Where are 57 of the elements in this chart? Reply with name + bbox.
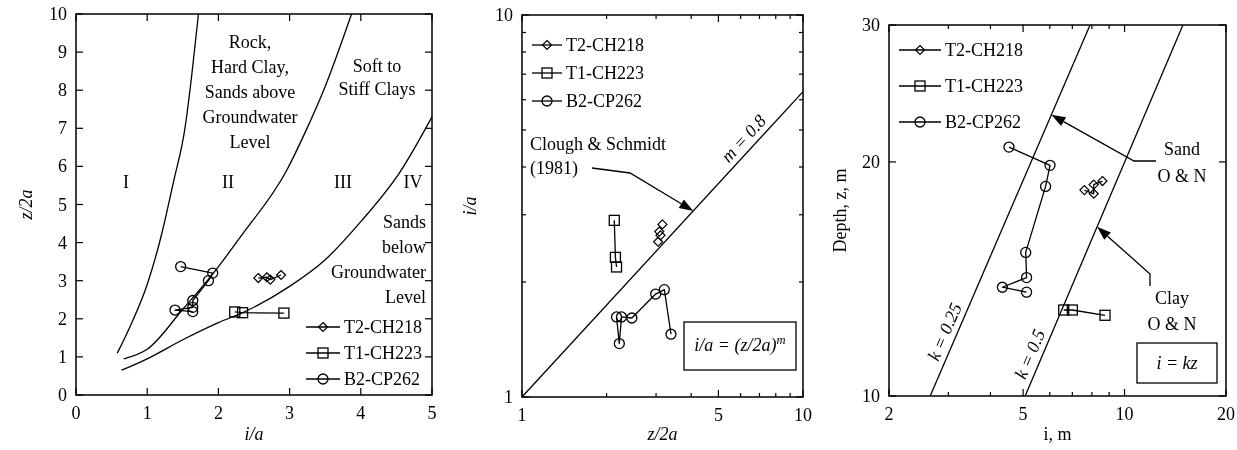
annotation: Sand O & N	[1157, 139, 1207, 186]
x-tick-label: 10	[794, 405, 812, 425]
annotation: Clay O & N	[1147, 288, 1197, 334]
legend-label: B2-CP262	[344, 369, 421, 389]
text: m = 0.8	[717, 110, 771, 167]
legend-label: B2-CP262	[945, 112, 1022, 132]
x-tick-label: 5	[427, 403, 437, 423]
text: k = 0.25	[923, 300, 966, 364]
annotation: Soft to Stiff Clays	[338, 56, 416, 99]
y-tick-label: 2	[58, 308, 67, 329]
y-tick-label: 4	[58, 232, 67, 253]
x-axis-title: i/a	[244, 424, 264, 444]
y-axis-title: Depth, z, m	[830, 168, 850, 253]
legend-label: B2-CP262	[566, 91, 643, 111]
y-tick-label: 9	[58, 42, 67, 63]
legend-label: T2-CH218	[566, 35, 644, 55]
annotation: Sands below Groundwater Level	[331, 212, 426, 307]
annotation: Rock, Hard Clay, Sands above Groundwater Level	[202, 32, 298, 152]
x-axis-title: i, m	[1043, 424, 1072, 444]
y-tick-label: 8	[58, 80, 67, 101]
annotation: IV	[403, 172, 423, 192]
y-axis-title: i/a	[460, 196, 480, 216]
annotation: Clough & Schmidt (1981)	[530, 134, 667, 179]
y-tick-label: 10	[49, 4, 67, 24]
y-tick-label: 10	[862, 386, 880, 406]
y-tick-label: 0	[58, 385, 67, 405]
annotation: i = kz	[1156, 353, 1198, 373]
y-tick-label: 30	[862, 15, 880, 35]
x-tick-label: 5	[1018, 404, 1028, 424]
x-tick-label: 4	[356, 403, 366, 423]
x-tick-label: 20	[1217, 404, 1235, 424]
legend-label: T1-CH223	[344, 343, 422, 363]
legend-label: T2-CH218	[344, 317, 422, 337]
x-tick-label: 1	[517, 405, 527, 425]
x-tick-label: 2	[213, 403, 223, 423]
legend-label: T1-CH223	[566, 63, 644, 83]
y-tick-label: 20	[862, 151, 880, 172]
y-tick-label: 3	[58, 270, 67, 291]
legend-label: T1-CH223	[945, 76, 1023, 96]
y-axis-title: z/2a	[16, 189, 36, 221]
y-tick-label: 1	[58, 346, 67, 367]
annotation: III	[334, 172, 352, 192]
annotation: I	[123, 172, 129, 192]
x-tick-label: 3	[285, 403, 295, 423]
x-tick-label: 2	[884, 404, 894, 424]
x-tick-label: 5	[713, 405, 723, 425]
y-tick-label: 7	[58, 118, 67, 139]
x-tick-label: 10	[1115, 404, 1134, 424]
x-axis-title: z/2a	[646, 424, 678, 444]
y-tick-label: 5	[58, 194, 67, 215]
x-tick-label: 0	[71, 403, 81, 423]
text: k = 0.5	[1010, 326, 1050, 382]
annotation: i/a = (z/2a)$^{m}$	[694, 333, 786, 356]
legend-label: T2-CH218	[945, 40, 1023, 60]
y-tick-label: 6	[58, 156, 67, 177]
x-tick-label: 1	[142, 403, 152, 423]
annotation: II	[222, 172, 234, 192]
